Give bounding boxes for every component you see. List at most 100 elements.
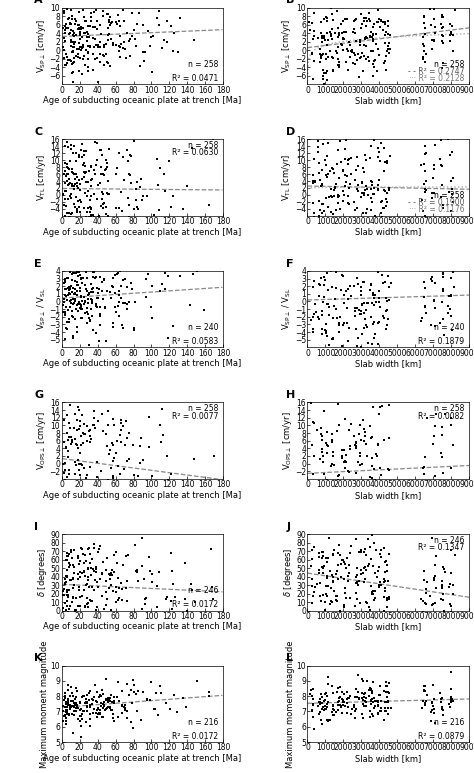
Point <box>367 26 375 39</box>
Point <box>367 694 374 707</box>
Point <box>308 690 315 702</box>
Point <box>75 400 82 413</box>
Point <box>74 305 82 318</box>
Point <box>84 46 91 59</box>
Point <box>84 609 92 621</box>
Point <box>99 566 107 578</box>
Point <box>67 192 75 204</box>
Point <box>383 705 390 717</box>
Point <box>335 398 342 410</box>
Point <box>148 312 155 324</box>
Point <box>317 714 325 727</box>
Point <box>80 291 88 303</box>
Point <box>77 206 84 218</box>
Point <box>90 40 98 53</box>
Point <box>108 704 115 717</box>
Point <box>95 382 103 394</box>
Point <box>72 178 79 190</box>
Y-axis label: V$_\mathregular{OPS\perp}$ [cm/yr]: V$_\mathregular{OPS\perp}$ [cm/yr] <box>281 411 293 470</box>
Point <box>66 699 74 711</box>
Point <box>362 623 370 635</box>
Point <box>76 697 84 710</box>
Point <box>339 553 346 566</box>
Point <box>448 502 456 514</box>
Point <box>342 625 350 638</box>
Point <box>375 291 383 304</box>
Point <box>342 592 350 604</box>
Point <box>83 469 91 482</box>
Point <box>366 29 374 42</box>
Point <box>89 295 96 308</box>
Point <box>72 312 79 325</box>
Point <box>72 682 80 694</box>
Point <box>82 295 89 308</box>
Point <box>374 438 382 450</box>
Point <box>76 5 83 18</box>
Point <box>191 596 199 608</box>
Point <box>75 151 82 163</box>
Point <box>85 526 93 539</box>
Point <box>322 318 330 330</box>
Point <box>67 139 74 152</box>
Point <box>322 519 329 532</box>
Point <box>82 166 90 179</box>
Point <box>65 557 73 569</box>
Point <box>121 273 128 285</box>
Point <box>322 437 330 449</box>
Point <box>345 512 352 524</box>
Point <box>93 483 101 495</box>
Point <box>69 166 76 179</box>
Point <box>351 58 359 70</box>
Point <box>320 132 328 145</box>
Point <box>323 556 331 568</box>
Point <box>71 218 79 230</box>
Point <box>366 488 374 500</box>
Point <box>363 692 370 704</box>
Point <box>339 44 346 56</box>
Point <box>431 597 439 609</box>
Point <box>93 263 101 275</box>
Point <box>70 607 77 619</box>
Point <box>80 201 88 213</box>
Point <box>384 0 392 9</box>
Point <box>446 18 454 30</box>
Point <box>368 586 376 598</box>
Point <box>87 211 94 223</box>
Point <box>447 543 455 556</box>
Point <box>148 280 156 292</box>
Point <box>100 41 108 53</box>
Point <box>352 703 360 715</box>
Point <box>63 322 70 335</box>
Point <box>360 567 367 579</box>
Point <box>438 9 446 22</box>
Point <box>326 376 334 389</box>
Point <box>326 598 334 610</box>
Point <box>430 12 438 25</box>
Point <box>67 543 74 556</box>
Point <box>89 282 96 295</box>
Point <box>108 567 115 579</box>
Point <box>96 48 104 60</box>
Point <box>438 386 445 399</box>
Point <box>95 210 103 223</box>
Point <box>428 211 436 223</box>
Point <box>68 641 76 653</box>
Point <box>322 158 330 171</box>
Point <box>381 696 388 708</box>
Point <box>449 29 457 42</box>
Point <box>369 560 377 573</box>
Point <box>420 484 428 496</box>
Point <box>76 302 84 315</box>
Point <box>447 506 455 518</box>
Point <box>117 414 125 426</box>
Point <box>82 696 90 709</box>
Point <box>385 182 393 195</box>
Point <box>101 163 109 175</box>
Point <box>307 214 314 226</box>
Point <box>81 15 89 27</box>
Point <box>87 278 94 290</box>
Point <box>93 346 100 358</box>
Point <box>315 195 323 207</box>
Point <box>62 690 69 703</box>
Point <box>319 344 327 356</box>
